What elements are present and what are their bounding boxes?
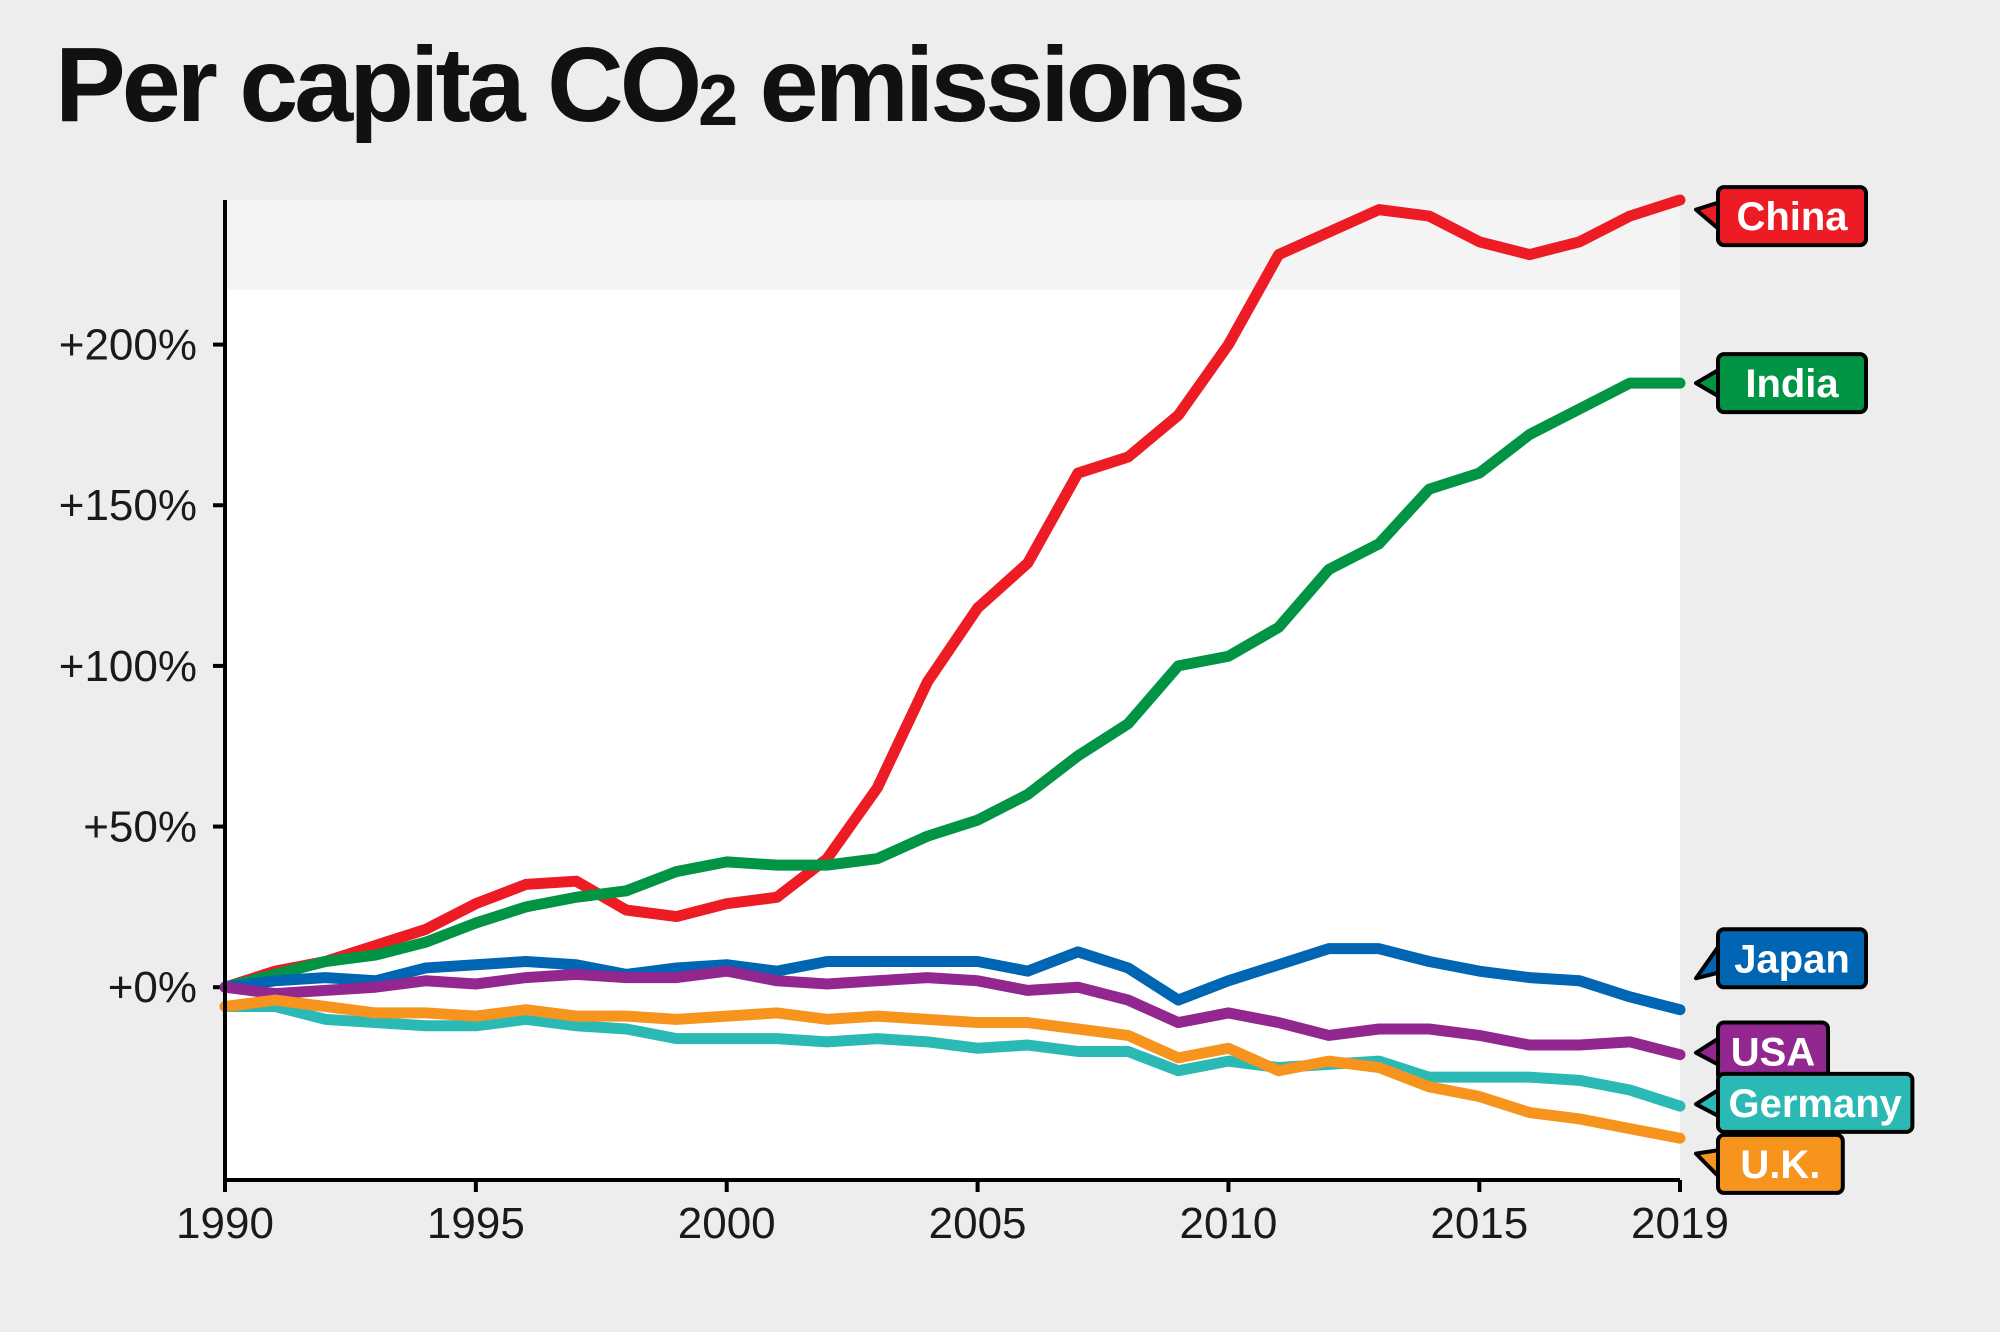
series-label-china: China: [1718, 187, 1866, 245]
svg-text:USA: USA: [1731, 1030, 1815, 1074]
svg-text:U.K.: U.K.: [1740, 1143, 1820, 1187]
y-tick-label: +150%: [59, 481, 197, 530]
y-tick-label: +200%: [59, 321, 197, 370]
svg-text:India: India: [1745, 362, 1839, 406]
series-label-uk: U.K.: [1718, 1135, 1843, 1193]
x-tick-label: 2005: [929, 1199, 1027, 1248]
series-label-germany: Germany: [1718, 1074, 1912, 1132]
y-tick-label: +50%: [83, 803, 197, 852]
series-label-india: India: [1718, 354, 1866, 412]
y-tick-label: +0%: [108, 963, 197, 1012]
x-tick-label: 2010: [1180, 1199, 1278, 1248]
x-tick-label: 1995: [427, 1199, 525, 1248]
x-tick-label: 2000: [678, 1199, 776, 1248]
series-label-japan: Japan: [1718, 929, 1866, 987]
x-tick-label: 2019: [1631, 1199, 1729, 1248]
svg-text:Japan: Japan: [1734, 937, 1850, 981]
series-label-usa: USA: [1718, 1022, 1828, 1080]
x-tick-label: 2015: [1430, 1199, 1528, 1248]
y-tick-label: +100%: [59, 642, 197, 691]
x-tick-label: 1990: [176, 1199, 274, 1248]
line-chart: +0% +50% +100% +150% +200% 1990 1995 2000 2005 20…: [0, 0, 2000, 1332]
svg-text:Germany: Germany: [1728, 1082, 1902, 1126]
svg-text:China: China: [1736, 195, 1848, 239]
